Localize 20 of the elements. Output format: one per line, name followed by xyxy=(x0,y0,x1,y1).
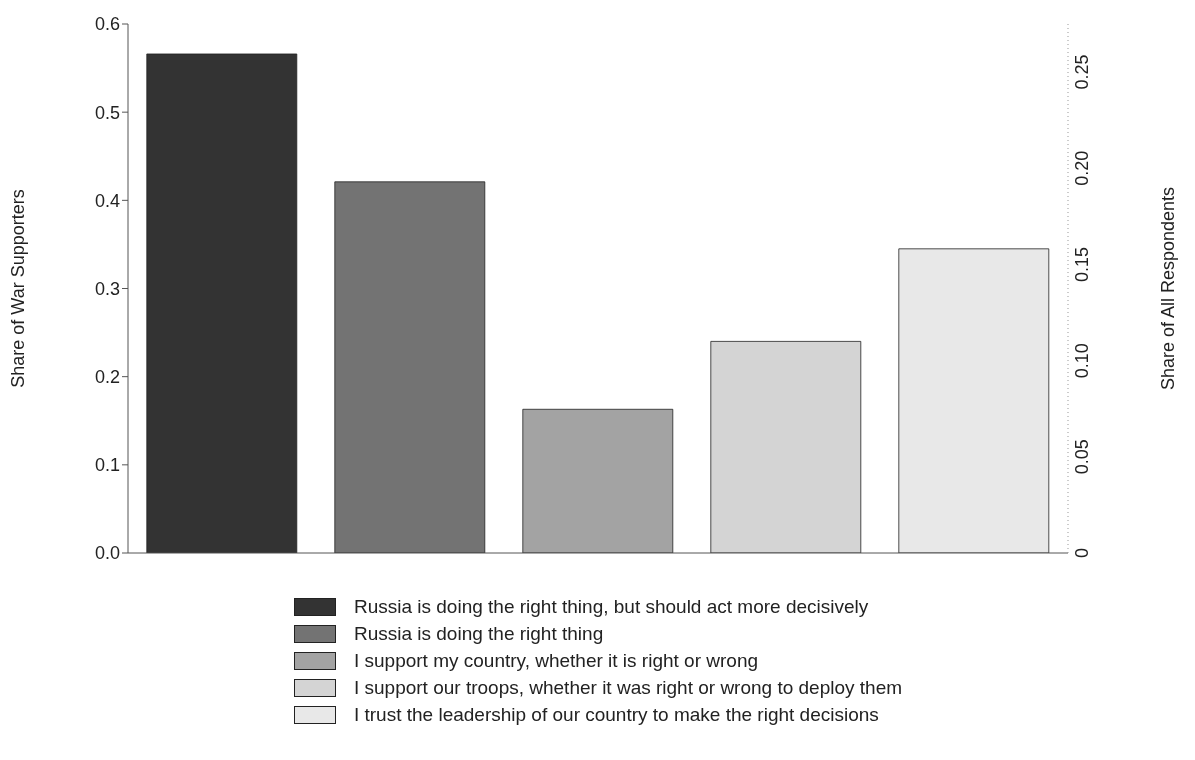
legend-label: I support my country, whether it is right or wrong xyxy=(353,649,759,672)
legend-label: Russia is doing the right thing, but should act more decisively xyxy=(353,595,869,618)
y2-axis-title: Share of All Respondents xyxy=(1158,186,1179,391)
legend-label: I trust the leadership of our country to make the right decisions xyxy=(353,703,879,726)
legend-label: I support our troops, whether it was right or wrong to deploy them xyxy=(353,676,903,699)
y-tick-label: 0.1 xyxy=(94,455,120,476)
y-tick-label: 0.5 xyxy=(94,102,120,123)
y-tick-label: 0.6 xyxy=(94,14,120,35)
y2-tick-label: 0.05 xyxy=(1072,439,1093,475)
y2-tick-label: 0.15 xyxy=(1072,246,1093,282)
y2-tick-label: 0.20 xyxy=(1072,150,1093,186)
y-axis-title: Share of War Supporters xyxy=(8,189,29,388)
y-tick-label: 0.3 xyxy=(94,278,120,299)
y2-tick-label: 0 xyxy=(1072,547,1093,559)
y-tick-label: 0.2 xyxy=(94,367,120,388)
y-tick-label: 0.4 xyxy=(94,190,120,211)
legend-label: Russia is doing the right thing xyxy=(353,622,604,645)
y-tick-label: 0.0 xyxy=(94,543,120,564)
y2-tick-label: 0.10 xyxy=(1072,343,1093,379)
y2-tick-label: 0.25 xyxy=(1072,54,1093,90)
